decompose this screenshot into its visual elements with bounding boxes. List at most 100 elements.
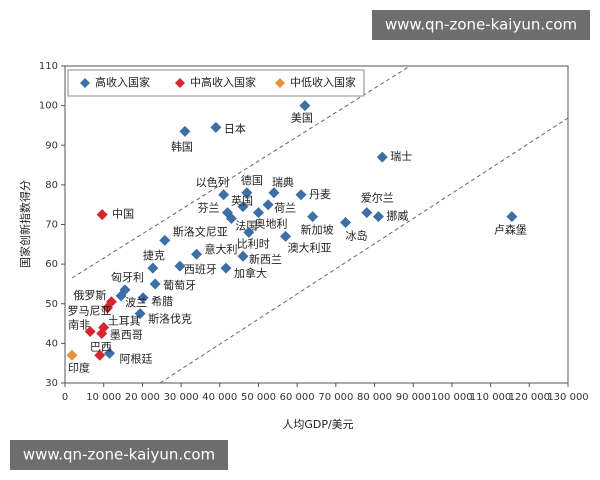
point-label: 西班牙	[184, 263, 217, 276]
y-axis-label: 国家创新指数得分	[18, 180, 32, 268]
scatter-point	[237, 250, 249, 262]
x-tick-label: 120 000	[509, 392, 550, 403]
scatter-point	[147, 262, 159, 274]
scatter-point	[280, 230, 292, 242]
x-tick-label: 30 000	[164, 392, 199, 403]
x-tick-label: 100 000	[431, 392, 472, 403]
x-tick-label: 10 000	[86, 392, 121, 403]
point-label: 卢森堡	[494, 223, 527, 237]
point-label: 巴西	[90, 340, 112, 353]
point-label: 印度	[68, 360, 90, 374]
scatter-point	[179, 125, 191, 137]
scatter-point	[96, 209, 108, 221]
watermark-bg	[10, 440, 228, 470]
point-label: 英国	[231, 194, 253, 208]
point-label: 美国	[291, 112, 313, 125]
point-label: 日本	[224, 121, 246, 135]
x-tick-label: 0	[62, 392, 68, 403]
legend-marker	[275, 78, 285, 88]
scatter-point	[103, 347, 115, 359]
point-label: 匈牙利	[111, 270, 144, 284]
point-label: 墨西哥	[110, 328, 143, 341]
point-label: 波兰	[125, 296, 147, 309]
scatter-point	[243, 226, 255, 238]
x-axis-label: 人均GDP/美元	[282, 418, 353, 431]
scatter-point	[149, 278, 161, 290]
point-label: 意大利	[205, 242, 238, 256]
point-label: 德国	[241, 173, 263, 187]
point-label: 新加坡	[301, 223, 334, 237]
y-tick-label: 110	[39, 61, 58, 72]
point-label: 南非	[68, 318, 90, 331]
watermark: www.qn-zone-kaiyun.com	[385, 16, 577, 34]
point-label: 斯洛文尼亚	[173, 224, 228, 238]
y-tick-label: 80	[45, 180, 58, 191]
scatter-point	[115, 290, 127, 302]
point-label: 瑞典	[272, 175, 294, 189]
scatter-point	[506, 211, 518, 223]
scatter-point	[340, 217, 352, 229]
scatter-point	[210, 121, 222, 133]
scatter-point	[96, 327, 108, 339]
scatter-point	[262, 199, 274, 211]
scatter-point	[220, 262, 232, 274]
point-label: 阿根廷	[119, 351, 152, 365]
x-tick-label: 50 000	[241, 392, 276, 403]
point-label: 葡萄牙	[163, 279, 196, 292]
point-label: 罗马尼亚	[68, 305, 112, 318]
scatter-point	[241, 187, 253, 199]
x-tick-label: 20 000	[125, 392, 160, 403]
scatter-point	[191, 248, 203, 260]
scatter-point	[307, 211, 319, 223]
reference-line	[71, 65, 411, 279]
y-tick-label: 90	[45, 140, 58, 151]
x-tick-label: 80 000	[357, 392, 392, 403]
y-tick-label: 40	[45, 338, 58, 349]
scatter-point	[102, 302, 114, 314]
point-label: 奥地利	[254, 217, 287, 231]
scatter-point	[268, 187, 280, 199]
point-label: 瑞士	[390, 149, 412, 163]
legend-marker	[80, 78, 90, 88]
y-tick-label: 60	[45, 259, 58, 270]
point-label: 以色列	[196, 175, 229, 189]
watermark: www.qn-zone-kaiyun.com	[23, 446, 215, 464]
point-label: 土耳其	[108, 315, 141, 328]
scatter-point	[295, 189, 307, 201]
x-tick-label: 70 000	[318, 392, 353, 403]
point-label: 中国	[112, 208, 134, 221]
point-label: 法国	[235, 219, 257, 233]
scatter-point	[252, 207, 264, 219]
x-tick-label: 130 000	[547, 392, 588, 403]
legend-box	[67, 69, 365, 97]
scatter-point	[134, 308, 146, 320]
point-label: 韩国	[171, 139, 193, 153]
scatter-point	[225, 213, 237, 225]
scatter-point	[94, 349, 106, 361]
x-tick-label: 60 000	[280, 392, 315, 403]
scatter-point	[237, 201, 249, 213]
y-tick-label: 100	[39, 101, 58, 112]
watermark-bg	[372, 10, 590, 40]
scatter-point	[361, 207, 373, 219]
point-label: 比利时	[237, 237, 270, 250]
scatter-point	[174, 260, 186, 272]
legend-label: 中低收入国家	[290, 75, 356, 89]
legend-marker	[175, 78, 185, 88]
point-label: 冰岛	[346, 229, 368, 243]
point-label: 芬兰	[198, 202, 220, 215]
point-label: 斯洛伐克	[148, 312, 192, 326]
scatter-point	[137, 292, 149, 304]
scatter-point	[376, 151, 388, 163]
point-label: 俄罗斯	[73, 289, 106, 302]
scatter-point	[299, 100, 311, 112]
point-label: 希腊	[151, 294, 173, 308]
scatter-point	[372, 211, 384, 223]
y-tick-label: 50	[45, 299, 58, 310]
point-label: 丹麦	[309, 188, 331, 201]
legend-label: 高收入国家	[95, 75, 150, 89]
scatter-point	[218, 189, 230, 201]
y-tick-label: 70	[45, 220, 58, 231]
